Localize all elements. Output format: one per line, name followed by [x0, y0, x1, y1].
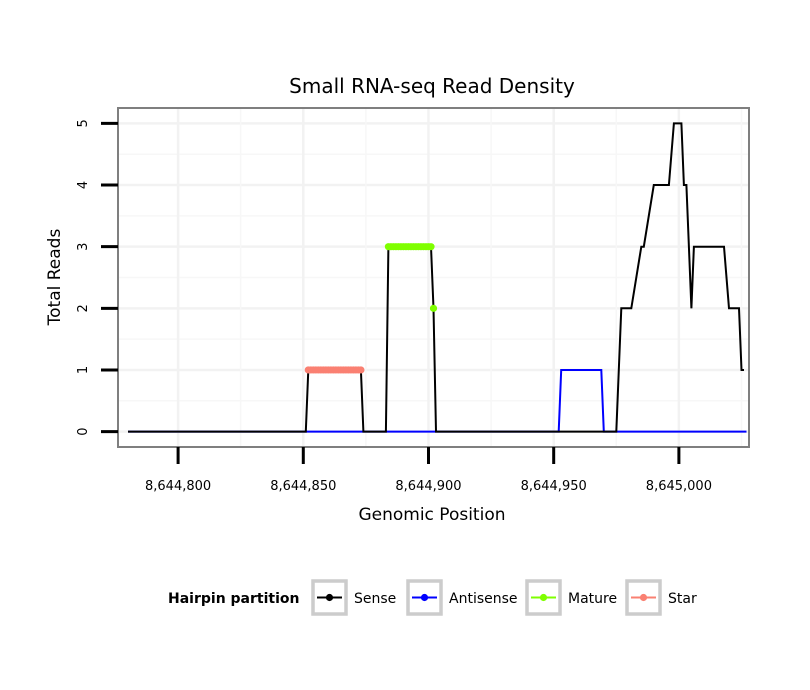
x-tick-label: 8,644,950 — [521, 479, 587, 494]
plot-border — [117, 107, 750, 448]
legend: Hairpin partition Sense Antisense Mature St… — [168, 579, 697, 616]
legend-key-point — [420, 593, 429, 602]
legend-item-mature: Mature — [525, 579, 617, 616]
legend-item-sense: Sense — [311, 579, 396, 616]
point-star — [357, 366, 365, 374]
legend-label: Antisense — [449, 591, 518, 607]
legend-title: Hairpin partition — [168, 591, 299, 607]
point-mature — [427, 243, 435, 251]
x-tick-label: 8,644,850 — [270, 479, 336, 494]
series-line-sense — [128, 122, 744, 433]
x-tick-label: 8,644,800 — [145, 479, 211, 494]
legend-key-point — [325, 593, 334, 602]
legend-key-point — [639, 593, 648, 602]
y-tick-label: 2 — [76, 304, 91, 312]
series-layer — [128, 122, 747, 433]
x-axis: 8,644,800 8,644,850 8,644,900 8,644,950 8,64… — [145, 447, 712, 494]
x-tick-label: 8,644,900 — [395, 479, 461, 494]
legend-label: Sense — [354, 591, 396, 607]
legend-label: Mature — [568, 591, 617, 607]
x-axis-label: Genomic Position — [358, 505, 505, 525]
y-tick-label: 4 — [76, 181, 91, 189]
y-tick-label: 0 — [76, 427, 91, 435]
series-points-star — [304, 366, 365, 374]
y-axis-label: Total Reads — [45, 229, 65, 327]
legend-key-point — [539, 593, 548, 602]
legend-item-star: Star — [625, 579, 697, 616]
point-mature — [429, 304, 438, 312]
legend-item-antisense: Antisense — [406, 579, 518, 616]
y-tick-label: 1 — [76, 366, 91, 374]
y-tick-label: 5 — [76, 119, 91, 127]
chart-title: Small RNA-seq Read Density — [289, 74, 575, 98]
series-points-mature — [384, 243, 438, 312]
y-axis: 0 1 2 3 4 5 — [76, 119, 118, 436]
x-tick-label: 8,645,000 — [646, 479, 712, 494]
y-tick-label: 3 — [76, 243, 91, 251]
legend-label: Star — [668, 591, 697, 607]
gridlines — [118, 108, 749, 447]
